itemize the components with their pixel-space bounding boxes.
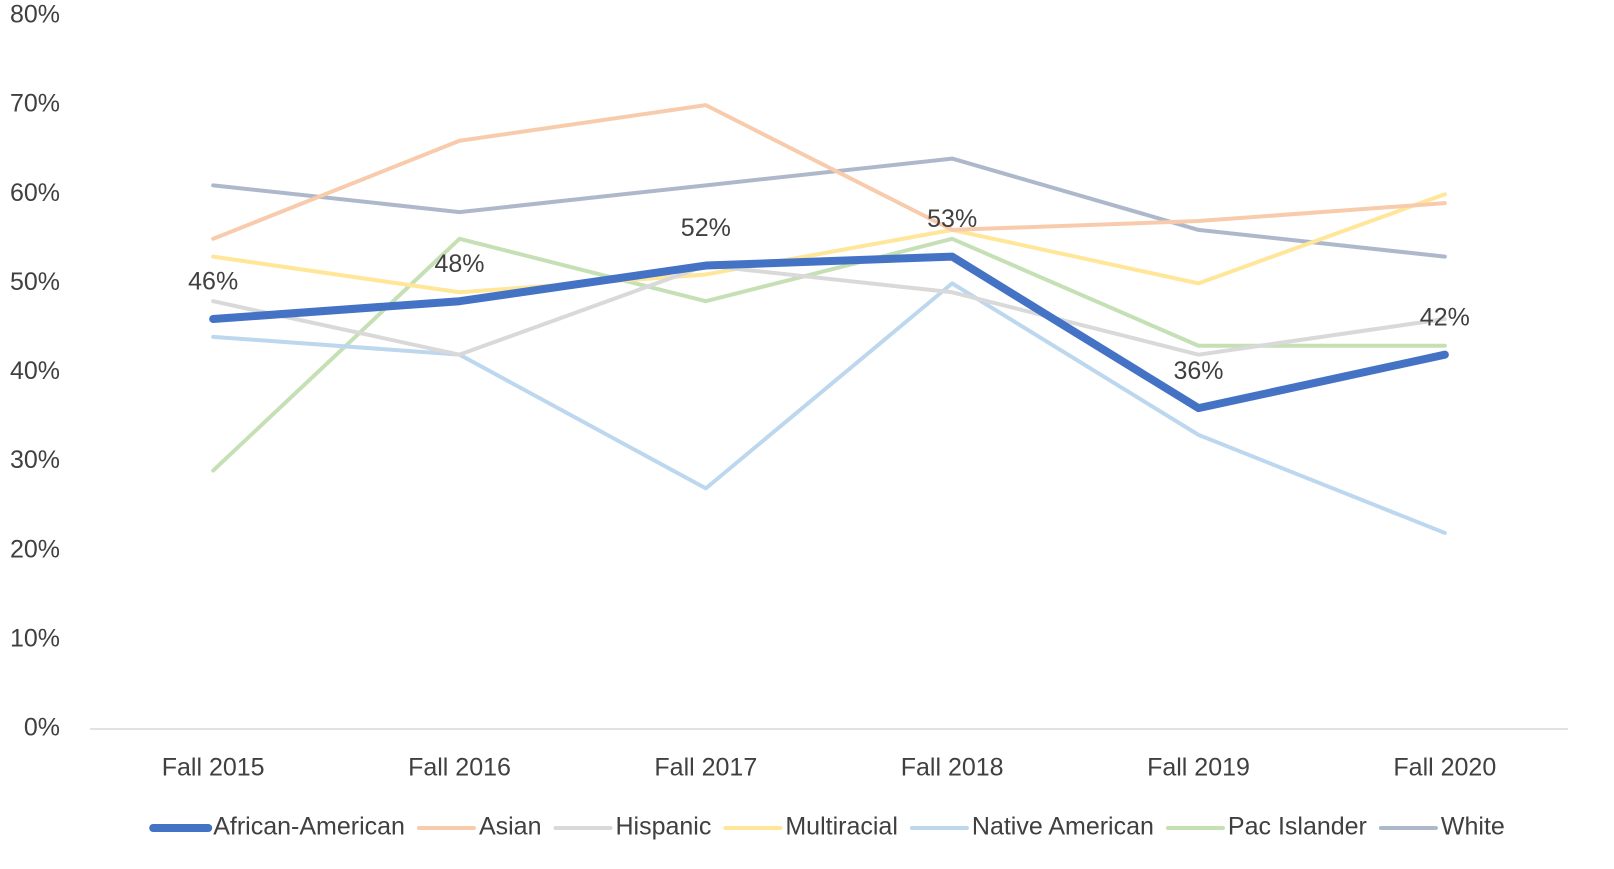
x-tick-label: Fall 2020 <box>1393 754 1496 782</box>
series-line <box>211 103 1447 241</box>
x-tick-label: Fall 2017 <box>654 754 757 782</box>
legend-label: African-American <box>213 813 405 841</box>
x-tick-label: Fall 2018 <box>901 754 1004 782</box>
x-tick-label: Fall 2019 <box>1147 754 1250 782</box>
data-label: 42% <box>1420 303 1470 331</box>
data-label: 48% <box>434 250 484 278</box>
legend-label: Pac Islander <box>1228 813 1367 841</box>
y-tick-label: 10% <box>10 624 60 652</box>
series-line <box>211 281 1447 535</box>
x-tick-label: Fall 2016 <box>408 754 511 782</box>
legend-label: White <box>1441 813 1505 841</box>
y-tick-label: 40% <box>10 357 60 385</box>
legend-label: Hispanic <box>615 813 711 841</box>
y-tick-label: 60% <box>10 179 60 207</box>
x-tick-label: Fall 2015 <box>162 754 265 782</box>
data-label: 53% <box>927 205 977 233</box>
y-tick-label: 20% <box>10 535 60 563</box>
data-label: 46% <box>188 268 238 296</box>
y-tick-label: 50% <box>10 268 60 296</box>
y-tick-label: 70% <box>10 90 60 118</box>
series-line <box>211 192 1447 295</box>
y-tick-label: 0% <box>24 714 60 742</box>
legend-label: Native American <box>972 813 1154 841</box>
series-line <box>211 156 1447 259</box>
y-tick-label: 80% <box>10 1 60 29</box>
data-label: 52% <box>681 214 731 242</box>
series-line <box>211 263 1447 357</box>
data-label: 36% <box>1173 357 1223 385</box>
legend-label: Asian <box>479 813 542 841</box>
legend: African-American Asian Hispanic Multiracial… <box>149 813 1505 841</box>
series-line <box>211 236 1447 473</box>
y-tick-label: 30% <box>10 446 60 474</box>
series-line <box>209 252 1449 413</box>
legend-label: Multiracial <box>785 813 898 841</box>
